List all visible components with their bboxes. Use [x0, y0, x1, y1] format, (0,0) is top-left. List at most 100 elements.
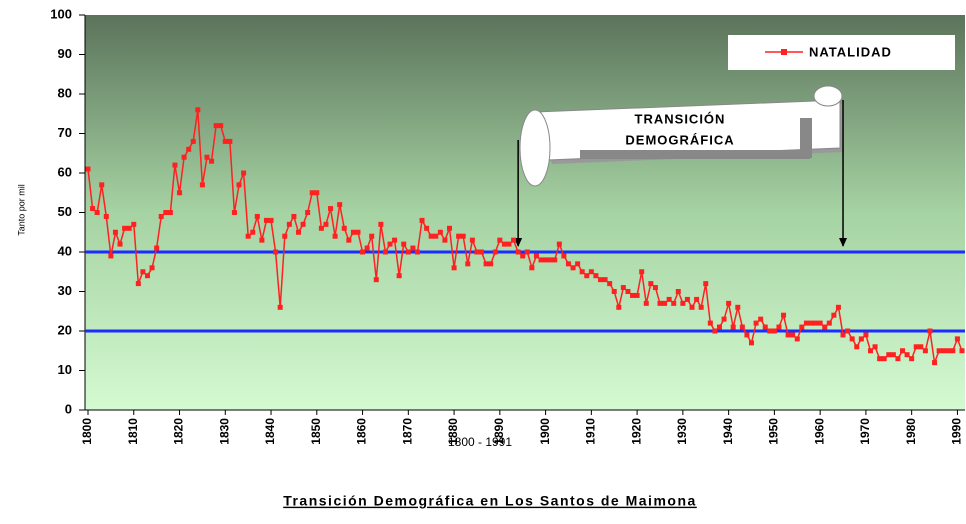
point	[872, 344, 878, 350]
point	[739, 324, 745, 330]
point	[684, 296, 690, 302]
point	[263, 217, 269, 223]
point	[657, 300, 663, 306]
point	[620, 285, 626, 291]
point	[94, 210, 100, 215]
point	[396, 273, 402, 279]
point	[323, 221, 329, 227]
point	[877, 356, 883, 362]
point	[845, 328, 851, 334]
point	[826, 320, 832, 326]
point	[698, 304, 704, 310]
point	[941, 348, 947, 354]
point	[712, 328, 718, 334]
point	[909, 356, 915, 362]
point	[602, 277, 608, 283]
point	[414, 249, 420, 255]
point	[634, 292, 640, 298]
point	[236, 182, 242, 188]
point	[900, 348, 906, 354]
point	[474, 249, 480, 255]
point	[538, 257, 544, 263]
point	[250, 229, 256, 235]
point	[689, 304, 695, 310]
point	[803, 320, 809, 326]
legend-label: NATALIDAD	[809, 44, 892, 59]
point	[950, 348, 956, 354]
point	[103, 213, 109, 219]
point	[520, 253, 526, 259]
point	[112, 229, 118, 235]
x-tick-label: 1900	[538, 418, 552, 445]
point	[373, 277, 379, 283]
point	[744, 332, 750, 338]
point	[245, 233, 251, 239]
point	[437, 229, 443, 235]
point	[579, 269, 585, 275]
point	[758, 316, 764, 322]
point	[533, 253, 539, 259]
point	[863, 332, 869, 338]
point	[126, 225, 132, 231]
point	[501, 241, 507, 247]
y-tick-label: 50	[58, 204, 72, 219]
point	[529, 265, 535, 271]
y-tick-label: 40	[58, 243, 72, 258]
legend-marker	[781, 49, 787, 55]
point	[666, 296, 672, 302]
point	[890, 352, 896, 358]
point	[703, 281, 709, 287]
point	[785, 332, 791, 338]
point	[808, 320, 814, 326]
point	[584, 273, 590, 279]
point	[318, 225, 324, 231]
annotation-scroll	[519, 85, 844, 187]
annotation-text: TRANSICIÓN	[635, 111, 726, 126]
point	[895, 356, 901, 362]
point	[355, 229, 361, 235]
point	[488, 261, 494, 267]
x-tick-label: 1890	[492, 418, 506, 445]
point	[707, 320, 713, 326]
point	[643, 300, 649, 306]
point	[305, 210, 311, 215]
point	[131, 221, 137, 227]
point	[543, 257, 549, 263]
point	[694, 296, 700, 302]
point	[822, 324, 828, 330]
point	[190, 138, 196, 144]
point	[154, 245, 160, 251]
point	[735, 304, 741, 310]
x-tick-label: 1830	[217, 418, 231, 445]
point	[364, 245, 370, 251]
point	[460, 233, 466, 239]
point	[227, 138, 233, 144]
point	[753, 320, 759, 326]
point	[867, 348, 873, 354]
point	[639, 269, 645, 275]
point	[186, 146, 192, 152]
point	[392, 237, 398, 243]
point	[854, 344, 860, 350]
point	[446, 225, 452, 231]
point	[158, 213, 164, 219]
point	[918, 344, 924, 350]
point	[904, 352, 910, 358]
point	[625, 289, 631, 294]
x-tick-label: 1980	[904, 418, 918, 445]
point	[108, 253, 114, 259]
point	[776, 324, 782, 330]
point	[849, 336, 855, 342]
x-tick-label: 1960	[812, 418, 826, 445]
point	[195, 107, 201, 113]
point	[913, 344, 919, 350]
point	[840, 332, 846, 338]
point	[922, 348, 928, 354]
point	[286, 221, 292, 227]
y-tick-label: 80	[58, 85, 72, 100]
x-tick-label: 1950	[767, 418, 781, 445]
point	[172, 162, 178, 168]
point	[680, 300, 686, 306]
point	[630, 292, 636, 298]
